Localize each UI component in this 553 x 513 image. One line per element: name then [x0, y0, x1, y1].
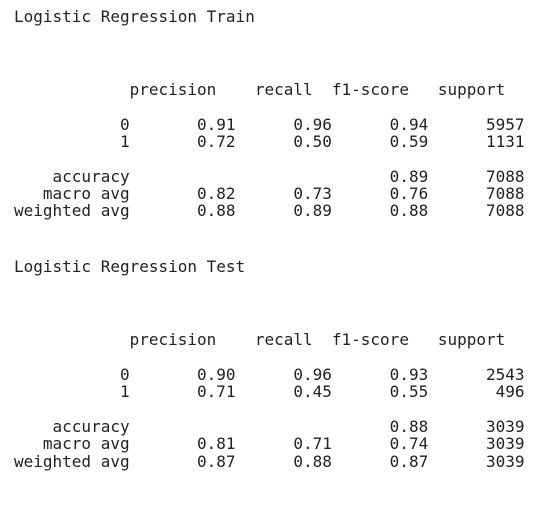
train-row-weighted-avg: weighted avg 0.88 0.89 0.88 7088 — [14, 201, 525, 220]
train-report-header: precision recall f1-score support — [14, 80, 506, 99]
train-row-accuracy: accuracy 0.89 7088 — [14, 167, 525, 186]
test-row-weighted-avg: weighted avg 0.87 0.88 0.87 3039 — [14, 452, 525, 471]
test-row-class-1: 1 0.71 0.45 0.55 496 — [14, 382, 525, 401]
train-report-title: Logistic Regression Train — [14, 7, 255, 26]
train-row-class-0: 0 0.91 0.96 0.94 5957 — [14, 115, 525, 134]
test-report-title: Logistic Regression Test — [14, 257, 246, 276]
test-report-header: precision recall f1-score support — [14, 330, 506, 349]
test-row-class-0: 0 0.90 0.96 0.93 2543 — [14, 365, 525, 384]
train-row-class-1: 1 0.72 0.50 0.59 1131 — [14, 132, 525, 151]
test-row-macro-avg: macro avg 0.81 0.71 0.74 3039 — [14, 434, 525, 453]
test-row-accuracy: accuracy 0.88 3039 — [14, 417, 525, 436]
train-row-macro-avg: macro avg 0.82 0.73 0.76 7088 — [14, 184, 525, 203]
